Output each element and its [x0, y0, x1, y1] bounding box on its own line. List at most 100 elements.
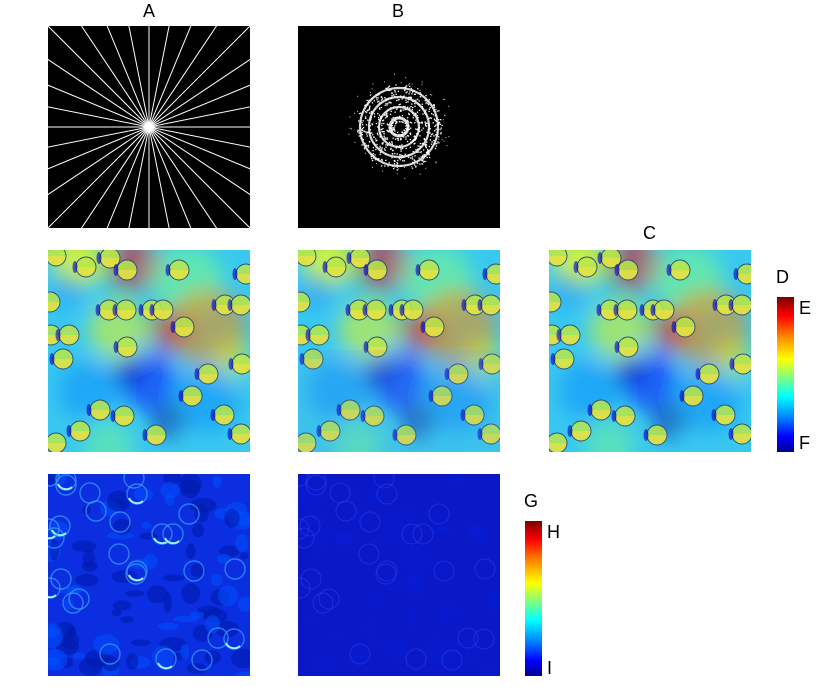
fourier-dot [437, 141, 439, 143]
fourier-dot [396, 153, 398, 155]
fourier-dot [435, 119, 437, 121]
field-particle [614, 259, 639, 281]
fourier-dot [365, 117, 367, 119]
fourier-dot [363, 147, 366, 149]
fourier-dot [378, 114, 381, 116]
error-blob [112, 600, 132, 611]
error-highlight [48, 594, 57, 599]
fourier-dot [411, 109, 414, 111]
fourier-dot [405, 77, 407, 79]
fourier-dot [394, 120, 396, 122]
fourier-dot [422, 143, 424, 145]
fourier-dot [375, 140, 377, 142]
fourier-dot [435, 120, 438, 122]
fourier-dot [384, 97, 386, 99]
fourier-dot [368, 131, 370, 133]
fourier-dot [405, 138, 407, 140]
fourier-dot [417, 148, 419, 150]
fourier-dot [425, 125, 427, 127]
fourier-dot [370, 116, 372, 119]
error-particle [376, 483, 398, 505]
field-particle [428, 385, 453, 407]
fourier-dot [391, 92, 393, 94]
fourier-dot [376, 158, 378, 160]
fourier-dot [425, 102, 427, 104]
fourier-dot [395, 93, 397, 96]
error-background [298, 474, 500, 676]
fourier-dot [399, 156, 401, 159]
colorbar-2 [525, 521, 542, 676]
fourier-dot [381, 130, 383, 133]
error-blob [143, 553, 158, 570]
fourier-dot [375, 148, 377, 151]
error-blob [192, 523, 205, 538]
fourier-dot [389, 127, 391, 129]
fourier-dot [429, 139, 432, 141]
fourier-dot [398, 98, 400, 101]
fourier-dot [360, 120, 362, 122]
fourier-dot [416, 128, 418, 131]
error-highlight [164, 537, 180, 545]
fourier-dot [387, 103, 389, 105]
fourier-dot [364, 130, 366, 133]
fourier-dot [381, 120, 384, 122]
fourier-dot [369, 132, 371, 134]
fourier-dot [371, 124, 373, 126]
label-c: C [643, 223, 656, 243]
fourier-dot [361, 131, 363, 134]
fourier-dot [366, 145, 368, 147]
fourier-dot [415, 148, 417, 151]
error-particle [358, 543, 380, 565]
field-blotch [83, 420, 133, 452]
fourier-dot [425, 143, 427, 145]
fourier-dot [425, 160, 427, 162]
fourier-dot [378, 100, 380, 103]
colorbar-2-min-label: I [547, 658, 553, 678]
field-particle [298, 250, 317, 267]
fourier-dot [394, 152, 396, 155]
fourier-dot [434, 115, 436, 117]
fourier-dot [396, 99, 398, 102]
fourier-dot [401, 135, 404, 138]
fourier-dot [370, 132, 372, 134]
fourier-dot [424, 139, 426, 141]
fourier-dot [382, 131, 384, 133]
fourier-dot [419, 96, 422, 98]
fourier-dot [397, 135, 399, 138]
field-particle [666, 259, 691, 281]
error-particle [474, 558, 496, 580]
fourier-dot [382, 127, 384, 130]
fourier-dot [386, 112, 388, 115]
error-blob [368, 597, 386, 609]
fourier-dot [428, 125, 430, 127]
fourier-dot [359, 124, 361, 126]
fourier-dot [424, 110, 426, 113]
field-particle [322, 256, 347, 278]
fourier-dot [349, 116, 351, 118]
fourier-dot [435, 124, 437, 127]
fourier-dot [429, 117, 431, 119]
field-particle [460, 404, 485, 426]
field-particle [113, 259, 138, 281]
fourier-dot [404, 109, 406, 111]
field-particle [48, 432, 67, 452]
fourier-dot [421, 159, 423, 162]
error-particle [191, 649, 213, 671]
error-particle [375, 563, 397, 585]
fourier-dot [413, 100, 416, 102]
fourier-dot [399, 147, 402, 149]
fourier-dot [419, 130, 421, 133]
error-particle [99, 643, 121, 665]
fourier-dot [375, 97, 378, 99]
fourier-dot [377, 94, 379, 96]
fourier-dot [404, 87, 407, 89]
fourier-dot [435, 128, 437, 130]
fourier-dot [371, 159, 374, 162]
fourier-dot [425, 95, 427, 97]
fourier-dot [386, 138, 389, 140]
fourier-dot [399, 144, 401, 147]
error-particle [401, 523, 423, 545]
fourier-dot [429, 106, 431, 109]
fourier-dot [435, 161, 437, 163]
fourier-dot [417, 151, 419, 153]
